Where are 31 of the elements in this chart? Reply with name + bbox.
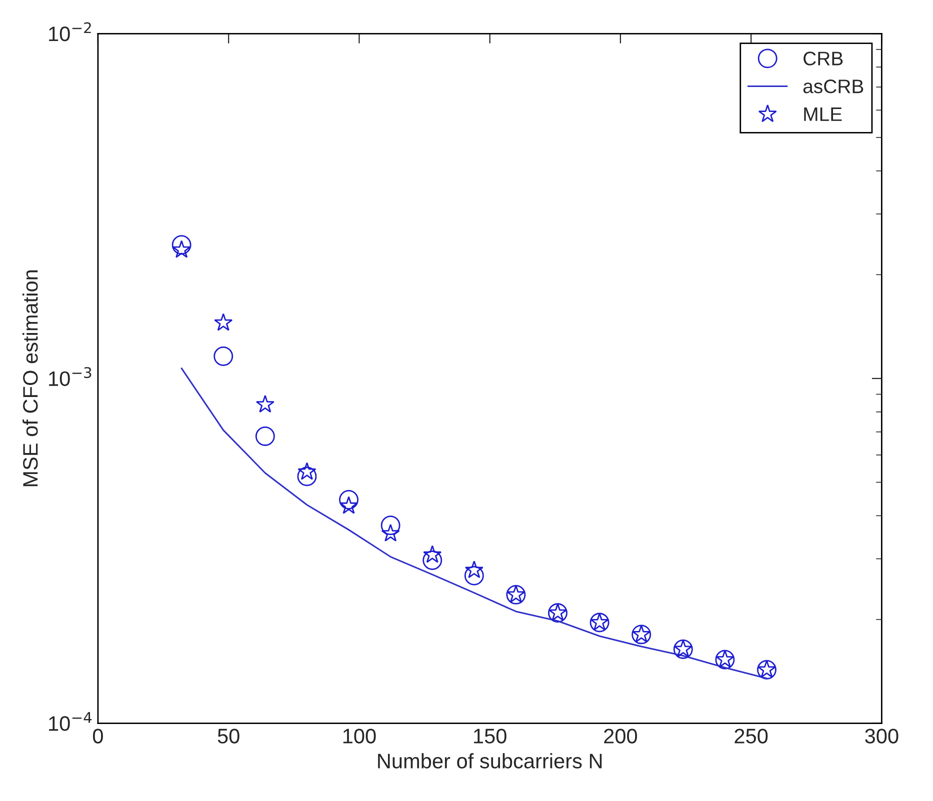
point [256,394,274,413]
legend-label: CRB [804,52,843,66]
point [172,235,192,255]
point [172,240,191,258]
x-tick-label: 0 [92,728,103,744]
y-tick-label: 10$^{−4}$ [49,712,92,731]
point [422,550,442,570]
x-axis-title: Number of subcarriers N [378,753,602,768]
legend-label: MLE [804,108,842,121]
point [339,496,358,514]
point [214,346,234,366]
x-tick-label: 200 [604,728,638,744]
x-tick-label: 300 [865,728,898,744]
point [255,426,275,446]
point [339,490,358,510]
point [380,516,400,536]
point [298,462,316,480]
y-tick-label: 10$^{−2}$ [49,22,91,42]
x-tick-label: 50 [218,728,240,744]
x-tick-label: 250 [734,728,768,744]
y-tick-label: 10$^{−3}$ [49,367,92,386]
y-axis-title: MSE of CFO estimation [22,270,38,486]
point [423,545,442,563]
point [464,566,484,586]
point [381,524,400,542]
x-tick-label: 100 [343,728,376,744]
x-tick-label: 150 [474,728,506,744]
point [214,313,233,331]
legend-label: asCRB [803,80,864,94]
point [297,466,317,486]
point [464,560,484,578]
